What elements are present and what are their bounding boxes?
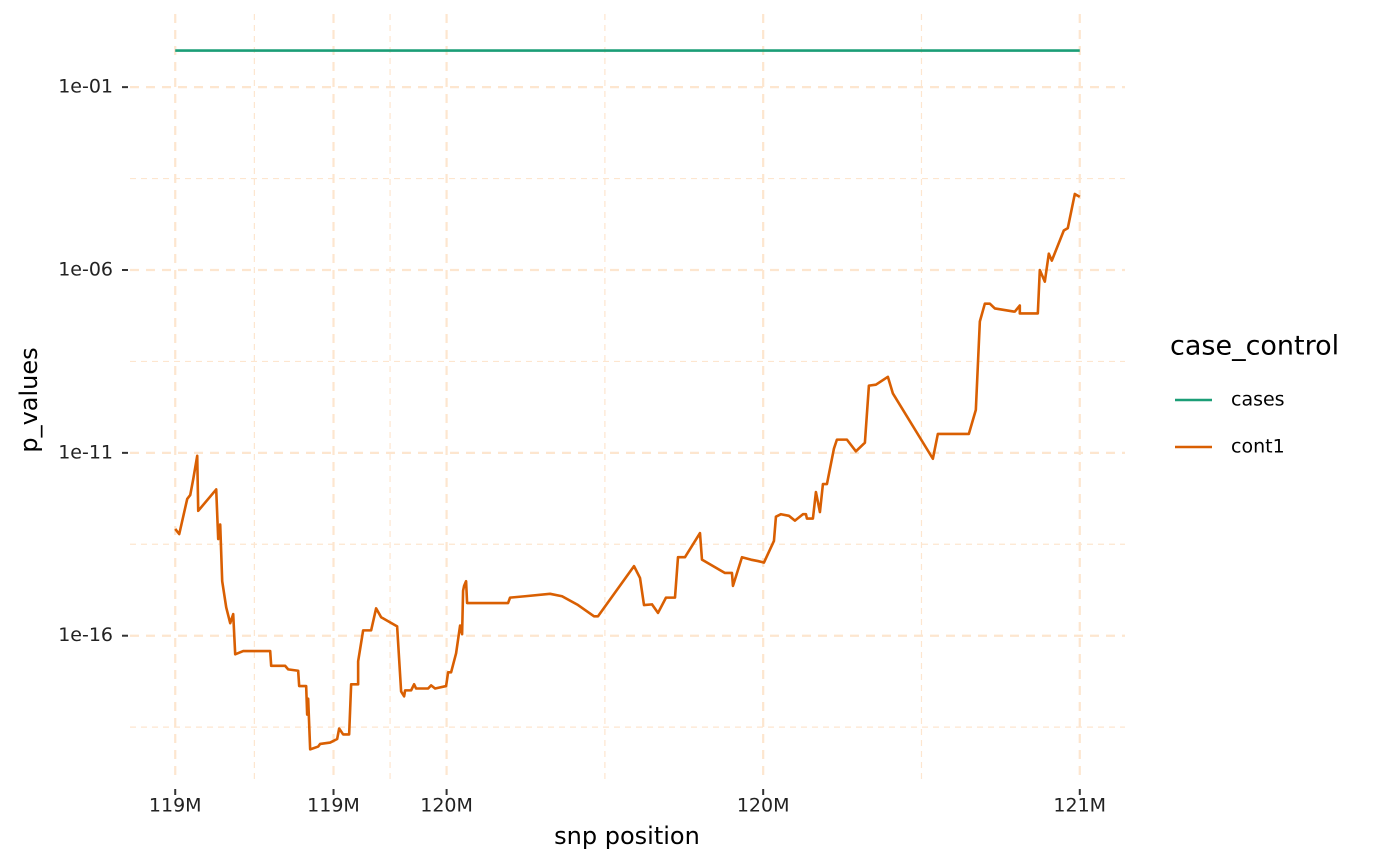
x-tick-label: 120M	[420, 795, 473, 817]
legend-label: cont1	[1231, 436, 1285, 458]
x-tick-label: 119M	[307, 795, 360, 817]
y-tick-label: 1e-11	[58, 441, 113, 463]
legend-label: cases	[1231, 389, 1285, 411]
y-tick-label: 1e-01	[58, 76, 113, 98]
y-axis-title: p_values	[15, 347, 43, 452]
legend-title: case_control	[1170, 331, 1339, 362]
x-tick-label: 121M	[1053, 795, 1106, 817]
y-tick-label: 1e-06	[58, 259, 113, 281]
x-axis-title: snp position	[554, 822, 700, 850]
x-tick-label: 120M	[737, 795, 790, 817]
y-tick-label: 1e-16	[58, 624, 113, 646]
x-tick-label: 119M	[149, 795, 202, 817]
line-series	[174, 192, 1081, 751]
